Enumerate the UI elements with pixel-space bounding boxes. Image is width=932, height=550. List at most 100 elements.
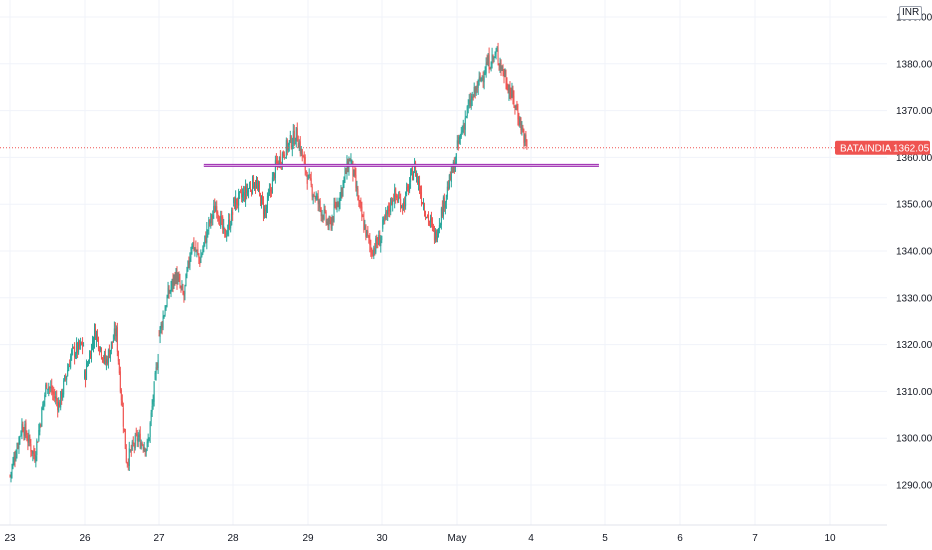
candle-body <box>143 447 145 451</box>
candle-body <box>496 50 498 52</box>
candle-body <box>266 195 268 208</box>
candle-body <box>101 357 103 360</box>
candle-body <box>409 183 411 191</box>
candle-body <box>87 364 89 366</box>
candle-body <box>339 193 341 205</box>
candle-body <box>310 178 312 185</box>
candle-body <box>414 163 416 172</box>
candle-body <box>55 396 57 399</box>
candle-body <box>27 439 29 443</box>
candle-body <box>423 204 425 206</box>
candle-body <box>162 316 164 328</box>
candle-body <box>246 186 248 194</box>
candle-body <box>441 207 443 216</box>
candle-body <box>211 215 213 220</box>
candle-body <box>123 428 125 431</box>
candle-body <box>103 353 105 360</box>
candle-body <box>176 270 178 285</box>
candle-body <box>352 161 354 176</box>
candle-body <box>468 99 470 105</box>
candle-body <box>236 198 238 205</box>
candle-body <box>306 175 308 184</box>
candle-body <box>127 463 129 466</box>
candle-body <box>326 221 328 224</box>
candle-body <box>304 157 306 171</box>
candle-body <box>140 442 142 449</box>
candle-body <box>371 248 373 255</box>
candle-body <box>350 159 352 163</box>
candle-body <box>481 76 483 78</box>
candle-body <box>135 433 137 435</box>
grid-lines <box>0 0 887 525</box>
candle-body <box>65 376 67 378</box>
candle-body <box>471 96 473 100</box>
x-tick-label: 6 <box>677 533 683 544</box>
candle-body <box>367 230 369 235</box>
candle-body <box>78 341 80 353</box>
candle-body <box>125 448 127 463</box>
candle-body <box>142 446 144 450</box>
candle-body <box>372 254 374 257</box>
y-tick-label: 1330.00 <box>896 293 932 304</box>
candle-body <box>113 328 115 339</box>
candle-body <box>214 205 216 213</box>
currency-label[interactable]: INR <box>899 6 923 20</box>
candle-body <box>34 454 36 461</box>
candle-body <box>186 270 188 277</box>
candle-body <box>234 197 236 209</box>
candle-body <box>104 354 106 364</box>
time-axis[interactable]: 23 26 27 28 29 30 May 4 5 6 7 10 <box>4 533 836 544</box>
candle-body <box>147 440 149 444</box>
x-tick-label: 27 <box>153 533 165 544</box>
candle-body <box>76 343 78 354</box>
candle-body <box>231 210 233 226</box>
candle-body <box>378 234 380 245</box>
candle-body <box>403 201 405 210</box>
candle-body <box>507 87 509 94</box>
candle-body <box>192 242 194 248</box>
candle-body <box>51 385 53 393</box>
candle-body <box>407 186 409 188</box>
candle-body <box>160 323 162 329</box>
candle-body <box>156 368 158 370</box>
candle-body <box>504 74 506 76</box>
candle-body <box>510 94 512 97</box>
candle-body <box>385 212 387 218</box>
candle-body <box>357 188 359 201</box>
x-tick-label: May <box>448 533 467 544</box>
candle-body <box>223 226 225 230</box>
candle-body <box>250 187 252 190</box>
candle-body <box>139 433 141 449</box>
candle-body <box>121 400 123 407</box>
candle-body <box>493 57 495 60</box>
candle-body <box>303 156 305 159</box>
candle-body <box>11 465 13 473</box>
candle-body <box>311 186 313 197</box>
candle-body <box>342 181 344 193</box>
candle-body <box>415 162 417 177</box>
candle-body <box>278 157 280 166</box>
candle-body <box>485 63 487 74</box>
candle-body <box>168 289 170 295</box>
x-tick-label: 5 <box>602 533 608 544</box>
y-tick-label: 1320.00 <box>896 340 932 351</box>
candle-body <box>285 140 287 158</box>
symbol-label: BATAINDIA <box>840 143 892 154</box>
candle-body <box>477 79 479 88</box>
candle-body <box>40 425 42 427</box>
candle-body <box>92 343 94 345</box>
candle-body <box>20 433 22 435</box>
candle-body <box>440 208 442 226</box>
candle-body <box>452 162 454 172</box>
candle-body <box>99 346 101 350</box>
price-axis[interactable]: 1290.00 1300.00 1310.00 1320.00 1330.00 1340.… <box>896 13 932 492</box>
candle-body <box>453 161 455 173</box>
candle-body <box>216 206 218 214</box>
candle-body <box>499 63 501 67</box>
candle-body <box>470 99 472 107</box>
candle-body <box>106 358 108 364</box>
candle-body <box>270 189 272 193</box>
candle-body <box>171 279 173 287</box>
candle-body <box>313 194 315 196</box>
